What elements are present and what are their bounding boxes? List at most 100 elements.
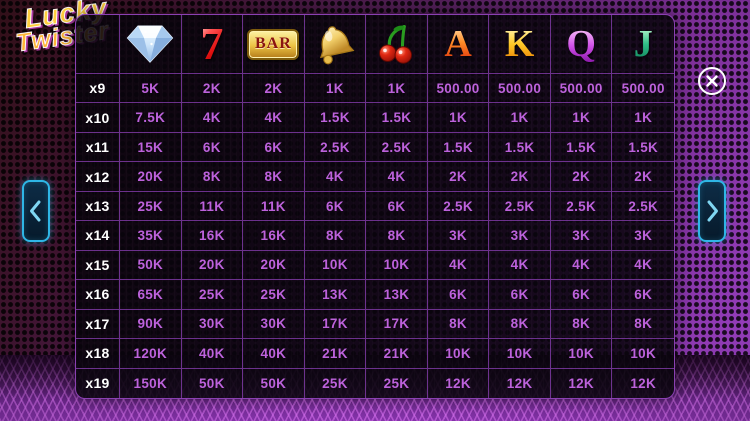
- payout-cell: 3K: [427, 221, 490, 251]
- payout-cell: 500.00: [612, 74, 674, 104]
- payout-cell: 25K: [120, 191, 182, 222]
- chevron-left-icon: [30, 200, 41, 222]
- payout-cell: 4K: [366, 162, 428, 192]
- multiplier-label: x14: [76, 221, 120, 251]
- payout-cell: 17K: [304, 309, 367, 340]
- payout-cell: 10K: [550, 339, 613, 369]
- payout-cell: 3K: [489, 221, 551, 251]
- payout-cell: 1K: [427, 103, 490, 133]
- symbol-ace-icon: A: [427, 15, 490, 74]
- payout-cell: 4K: [181, 103, 244, 133]
- multiplier-label: x15: [76, 250, 120, 281]
- cherries-icon: [379, 25, 413, 64]
- payout-cell: 30K: [243, 309, 305, 340]
- paytable-corner-cell: [76, 15, 120, 74]
- king-glyph: K: [504, 23, 535, 65]
- payout-cell: 2K: [181, 74, 244, 104]
- payout-cell: 30K: [181, 309, 244, 340]
- payout-cell: 500.00: [550, 74, 613, 104]
- multiplier-label: x18: [76, 339, 120, 369]
- bar-plate: BAR: [247, 28, 300, 60]
- bar-label: BAR: [254, 35, 292, 52]
- payout-cell: 16K: [181, 221, 244, 251]
- payout-cell: 150K: [120, 368, 182, 398]
- payout-cell: 4K: [427, 250, 490, 281]
- payout-cell: 8K: [181, 162, 244, 192]
- payout-cell: 8K: [489, 309, 551, 340]
- prev-page-button[interactable]: [22, 180, 50, 242]
- symbol-bar-icon: BAR: [243, 15, 305, 74]
- payout-cell: 50K: [243, 368, 305, 398]
- payout-cell: 40K: [243, 339, 305, 369]
- payout-cell: 2.5K: [304, 132, 367, 163]
- payout-cell: 2K: [550, 162, 613, 192]
- payout-cell: 15K: [120, 132, 182, 163]
- payout-cell: 25K: [366, 368, 428, 398]
- payout-cell: 1.5K: [304, 103, 367, 133]
- payout-cell: 8K: [304, 221, 367, 251]
- payout-cell: 40K: [181, 339, 244, 369]
- payout-cell: 1K: [489, 103, 551, 133]
- payout-cell: 8K: [243, 162, 305, 192]
- payout-cell: 7.5K: [120, 103, 182, 133]
- symbol-seven-icon: 7: [181, 15, 244, 74]
- payout-cell: 4K: [550, 250, 613, 281]
- bell-icon: [319, 26, 355, 65]
- payout-cell: 1.5K: [366, 103, 428, 133]
- payout-cell: 1.5K: [489, 132, 551, 163]
- payout-cell: 10K: [489, 339, 551, 369]
- payout-cell: 1.5K: [550, 132, 613, 163]
- payout-cell: 2.5K: [550, 191, 613, 222]
- payout-cell: 2.5K: [489, 191, 551, 222]
- symbol-diamond-icon: [120, 15, 182, 74]
- payout-cell: 1K: [304, 74, 367, 104]
- payout-cell: 25K: [181, 280, 244, 310]
- payout-cell: 11K: [181, 191, 244, 222]
- next-page-button[interactable]: [698, 180, 726, 242]
- payout-cell: 2K: [612, 162, 674, 192]
- payout-cell: 4K: [489, 250, 551, 281]
- payout-cell: 10K: [366, 250, 428, 281]
- ace-glyph: A: [444, 23, 472, 65]
- payout-cell: 25K: [243, 280, 305, 310]
- payout-cell: 1K: [612, 103, 674, 133]
- payout-cell: 4K: [304, 162, 367, 192]
- payout-cell: 6K: [612, 280, 674, 310]
- payout-cell: 3K: [550, 221, 613, 251]
- payout-cell: 6K: [366, 191, 428, 222]
- payout-cell: 21K: [366, 339, 428, 369]
- payout-cell: 16K: [243, 221, 305, 251]
- payout-cell: 2K: [243, 74, 305, 104]
- symbol-jack-icon: J: [612, 15, 674, 74]
- payout-cell: 2.5K: [427, 191, 490, 222]
- multiplier-label: x19: [76, 368, 120, 398]
- payout-cell: 6K: [427, 280, 490, 310]
- multiplier-label: x9: [76, 74, 120, 104]
- payout-cell: 10K: [304, 250, 367, 281]
- payout-cell: 1.5K: [612, 132, 674, 163]
- payout-cell: 2K: [489, 162, 551, 192]
- symbol-bell-icon: [304, 15, 367, 74]
- payout-cell: 50K: [181, 368, 244, 398]
- multiplier-label: x17: [76, 309, 120, 340]
- payout-cell: 500.00: [427, 74, 490, 104]
- payout-cell: 6K: [489, 280, 551, 310]
- payout-cell: 3K: [612, 221, 674, 251]
- payout-cell: 20K: [120, 162, 182, 192]
- payout-cell: 50K: [120, 250, 182, 281]
- seven-glyph: 7: [200, 18, 224, 69]
- diamond-icon: [127, 25, 174, 63]
- payout-cell: 4K: [243, 103, 305, 133]
- close-button[interactable]: [698, 67, 726, 95]
- payout-cell: 35K: [120, 221, 182, 251]
- symbol-cherries-icon: [366, 15, 428, 74]
- payout-cell: 2K: [427, 162, 490, 192]
- close-icon: [706, 75, 718, 87]
- multiplier-label: x11: [76, 132, 120, 163]
- payout-cell: 12K: [489, 368, 551, 398]
- payout-cell: 13K: [304, 280, 367, 310]
- queen-glyph: Q: [566, 23, 596, 65]
- payout-cell: 10K: [427, 339, 490, 369]
- multiplier-label: x16: [76, 280, 120, 310]
